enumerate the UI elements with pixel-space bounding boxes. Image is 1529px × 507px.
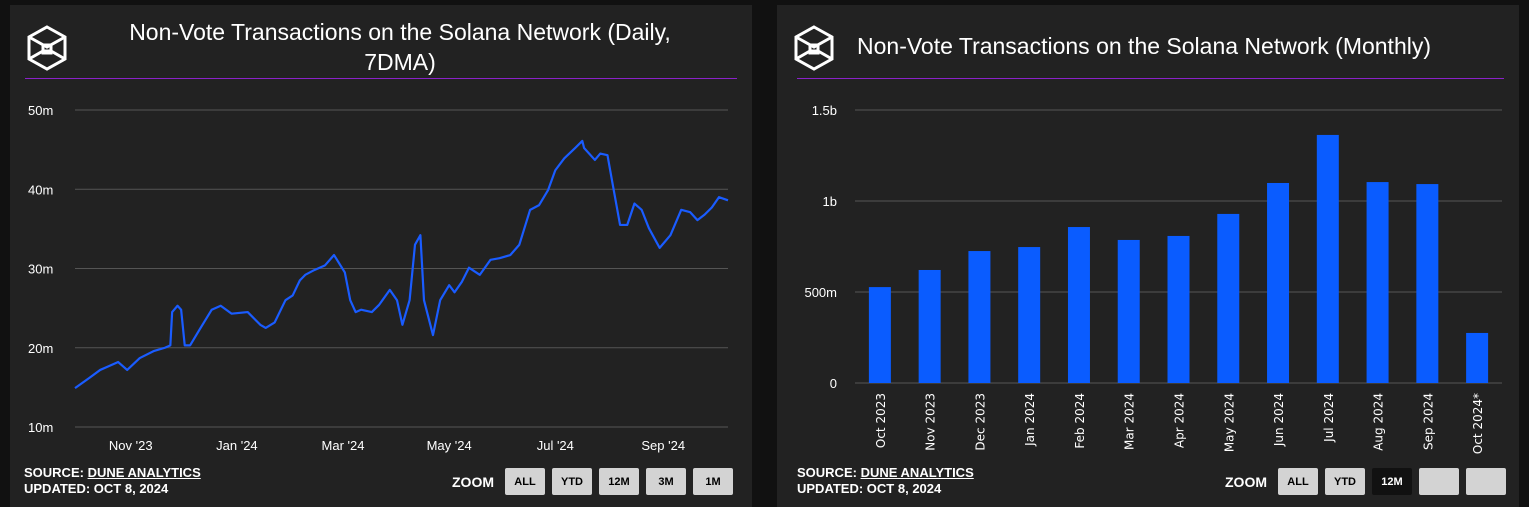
bar xyxy=(1018,247,1041,383)
x-tick-label: Mar '24 xyxy=(322,438,365,453)
bar xyxy=(1117,239,1140,383)
chart-title: Non-Vote Transactions on the Solana Netw… xyxy=(857,33,1432,59)
x-tick-label: Feb 2024 xyxy=(1073,393,1087,449)
x-tick-label: Oct 2023 xyxy=(874,393,888,448)
x-tick-label: Jan '24 xyxy=(216,438,258,453)
y-tick-label: 30m xyxy=(28,262,53,277)
bar xyxy=(918,269,941,383)
zoom-12m-button[interactable]: 12M xyxy=(599,468,639,495)
x-tick-label: Oct 2024* xyxy=(1471,393,1485,454)
x-tick-label: Jul 2024 xyxy=(1322,393,1336,443)
x-tick-label: Dec 2023 xyxy=(973,393,987,451)
bar xyxy=(1217,213,1240,383)
bar xyxy=(1167,235,1190,383)
x-tick-label: May '24 xyxy=(427,438,472,453)
bar xyxy=(968,251,991,383)
x-tick-label: May 2024 xyxy=(1222,393,1236,452)
zoom-1m-button[interactable]: 1M xyxy=(693,468,733,495)
bar xyxy=(1366,182,1389,383)
x-tick-label: Nov '23 xyxy=(109,438,153,453)
source-link[interactable]: DUNE ANALYTICS xyxy=(860,465,974,480)
y-tick-label: 50m xyxy=(28,103,53,118)
x-tick-label: Mar 2024 xyxy=(1123,393,1137,450)
y-tick-label: 10m xyxy=(28,420,53,435)
x-tick-label: Aug 2024 xyxy=(1372,393,1386,451)
x-tick-label: Jul '24 xyxy=(537,438,574,453)
title-divider xyxy=(25,78,737,79)
series-line xyxy=(74,139,729,390)
zoom-12m-button[interactable]: 12M xyxy=(1372,468,1412,495)
source-link[interactable]: DUNE ANALYTICS xyxy=(87,465,201,480)
zoom-label: ZOOM xyxy=(452,473,494,490)
chart-title: Non-Vote Transactions on the Solana Netw… xyxy=(129,19,671,75)
x-tick-label: Jun 2024 xyxy=(1272,393,1286,447)
zoom-controls: ZOOM ALL YTD 12M 3M 1M xyxy=(452,468,733,495)
bar xyxy=(1466,332,1489,383)
zoom-all-button[interactable]: ALL xyxy=(505,468,545,495)
line-chart: 50m 40m 30m 20m 10m Nov '23 Jan '24 Mar '24 May … xyxy=(28,103,729,453)
zoom-controls: ZOOM ALL YTD 12M xyxy=(1225,468,1506,495)
bar xyxy=(1416,184,1439,383)
source-info: SOURCE: DUNE ANALYTICS UPDATED: OCT 8, 20… xyxy=(24,465,201,496)
monthly-chart-panel: Non-Vote Transactions on the Solana Netw… xyxy=(777,5,1519,507)
zoom-label: ZOOM xyxy=(1225,473,1267,490)
zoom-blank-button[interactable] xyxy=(1466,468,1506,495)
y-tick-label: 0 xyxy=(830,376,837,391)
y-tick-label: 1b xyxy=(823,194,837,209)
source-info: SOURCE: DUNE ANALYTICS UPDATED: OCT 8, 20… xyxy=(797,465,974,496)
daily-chart-panel: Non-Vote Transactions on the Solana Netw… xyxy=(10,5,752,507)
y-tick-label: 40m xyxy=(28,182,53,197)
x-tick-label: Sep 2024 xyxy=(1421,393,1435,450)
x-tick-label: Nov 2023 xyxy=(924,393,938,451)
zoom-ytd-button[interactable]: YTD xyxy=(552,468,592,495)
zoom-blank-button[interactable] xyxy=(1419,468,1459,495)
bar-chart: 1.5b 1b 500m 0 Oct 2023 Nov 2023 Dec 2023 Jan 2… xyxy=(804,103,1502,454)
y-tick-label: 500m xyxy=(804,285,837,300)
the-block-logo-icon xyxy=(27,25,67,71)
x-tick-label: Sep '24 xyxy=(641,438,685,453)
x-tick-label: Apr 2024 xyxy=(1173,393,1187,448)
bar xyxy=(868,287,891,383)
bar xyxy=(1267,182,1290,383)
bar xyxy=(1316,134,1339,383)
y-tick-label: 20m xyxy=(28,341,53,356)
the-block-logo-icon xyxy=(794,25,834,71)
zoom-ytd-button[interactable]: YTD xyxy=(1325,468,1365,495)
bar xyxy=(1067,227,1090,383)
zoom-all-button[interactable]: ALL xyxy=(1278,468,1318,495)
x-tick-label: Jan 2024 xyxy=(1023,393,1037,447)
y-tick-label: 1.5b xyxy=(812,103,837,118)
zoom-3m-button[interactable]: 3M xyxy=(646,468,686,495)
title-divider xyxy=(797,78,1504,79)
